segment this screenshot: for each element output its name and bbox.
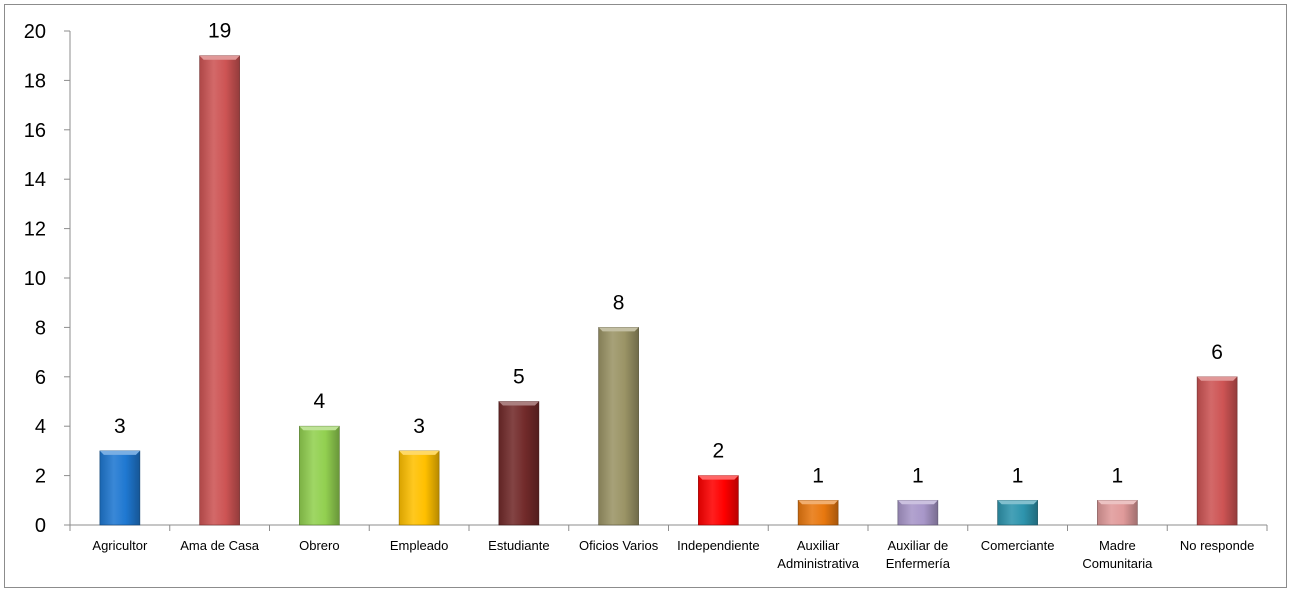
x-category-label: Independiente [677, 538, 759, 553]
data-label: 2 [713, 440, 725, 463]
x-category-label: Empleado [390, 538, 449, 553]
bar [797, 499, 839, 526]
y-tick-label: 16 [24, 120, 46, 142]
bar [1097, 499, 1138, 526]
bar-bevel [1197, 376, 1238, 381]
data-label: 1 [1012, 464, 1024, 487]
x-category-label: Estudiante [488, 538, 549, 553]
bar-bevel [399, 450, 440, 455]
x-category-label: Obrero [299, 538, 339, 553]
bar [299, 425, 340, 526]
bar-bevel [997, 500, 1038, 505]
bar [698, 475, 739, 526]
bar-bevel [299, 426, 340, 431]
y-tick-label: 2 [35, 466, 46, 488]
x-category-label: Madre Comunitaria [1082, 538, 1153, 571]
x-category-label: Ama de Casa [180, 538, 260, 553]
data-label: 19 [208, 20, 231, 43]
bar [398, 450, 440, 526]
bar-bevel [897, 500, 938, 505]
y-tick-label: 18 [24, 70, 46, 92]
y-tick-label: 0 [35, 515, 46, 537]
bar [99, 450, 141, 526]
x-category-label: Agricultor [92, 538, 148, 553]
y-tick-label: 14 [24, 169, 46, 191]
x-category-label: No responde [1180, 538, 1254, 553]
bar-bevel [598, 327, 639, 332]
x-category-label: Oficios Varios [579, 538, 659, 553]
y-tick-label: 4 [35, 416, 46, 438]
y-tick-label: 10 [24, 268, 46, 290]
y-tick-label: 8 [35, 317, 46, 339]
data-label: 1 [912, 464, 924, 487]
bar-bevel [498, 401, 539, 406]
x-category-label: Auxiliar Administrativa [777, 538, 859, 571]
y-tick-label: 6 [35, 367, 46, 389]
bar [498, 401, 540, 526]
bar [598, 327, 639, 526]
data-label: 3 [413, 415, 425, 438]
data-label: 3 [114, 415, 126, 438]
bar-bevel [99, 450, 140, 455]
data-label: 6 [1211, 341, 1223, 364]
bar-bevel [199, 55, 240, 60]
data-label: 5 [513, 366, 525, 389]
x-category-label: Comerciante [981, 538, 1055, 553]
bar [997, 499, 1038, 526]
data-label: 1 [812, 464, 824, 487]
y-tick-label: 20 [24, 21, 46, 43]
data-label: 8 [613, 291, 625, 314]
y-tick-label: 12 [24, 219, 46, 241]
bar-bevel [1097, 500, 1138, 505]
bar [1196, 376, 1238, 526]
data-label: 4 [314, 390, 326, 413]
x-category-label: Auxiliar de Enfermería [886, 538, 951, 571]
bar [199, 55, 240, 526]
bar-bevel [698, 475, 739, 480]
data-label: 1 [1112, 464, 1124, 487]
bar-bevel [798, 500, 839, 505]
bar [897, 499, 939, 526]
